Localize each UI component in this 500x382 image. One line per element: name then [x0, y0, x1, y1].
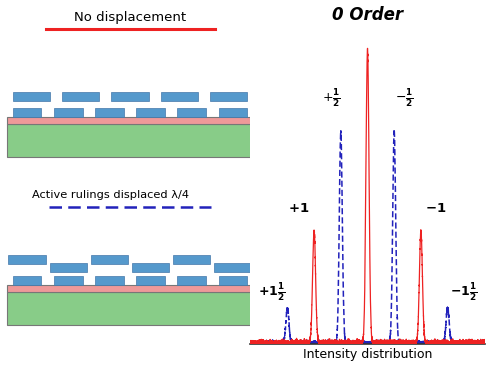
Bar: [210, 92, 248, 101]
Text: Active rulings displaced λ/4: Active rulings displaced λ/4: [32, 190, 189, 200]
Bar: [91, 255, 128, 264]
Text: $+\mathbf{\frac{1}{2}}$: $+\mathbf{\frac{1}{2}}$: [322, 87, 340, 109]
Bar: [6, 285, 254, 292]
Bar: [54, 108, 82, 117]
Bar: [6, 292, 254, 325]
Bar: [214, 263, 252, 272]
X-axis label: Intensity distribution: Intensity distribution: [303, 348, 432, 361]
Bar: [218, 108, 247, 117]
Text: $-\mathbf{\frac{1}{2}}$: $-\mathbf{\frac{1}{2}}$: [394, 87, 413, 109]
Bar: [6, 117, 254, 124]
Bar: [62, 92, 99, 101]
Bar: [132, 263, 169, 272]
Bar: [54, 276, 82, 285]
Bar: [136, 276, 165, 285]
Bar: [95, 276, 124, 285]
Text: $\mathbf{+1}$: $\mathbf{+1}$: [288, 202, 310, 215]
Bar: [8, 255, 46, 264]
Text: $\mathbf{+1\frac{1}{2}}$: $\mathbf{+1\frac{1}{2}}$: [258, 281, 285, 303]
Bar: [12, 92, 50, 101]
Bar: [218, 276, 247, 285]
Bar: [173, 255, 210, 264]
Bar: [178, 108, 206, 117]
Title: 0 Order: 0 Order: [332, 6, 403, 24]
Text: $\mathbf{-1}$: $\mathbf{-1}$: [425, 202, 446, 215]
Bar: [6, 124, 254, 157]
Bar: [161, 92, 198, 101]
Text: $\mathbf{-1\frac{1}{2}}$: $\mathbf{-1\frac{1}{2}}$: [450, 281, 477, 303]
Bar: [13, 108, 42, 117]
Bar: [178, 276, 206, 285]
Bar: [112, 92, 148, 101]
Bar: [50, 263, 87, 272]
Bar: [136, 108, 165, 117]
Text: No displacement: No displacement: [74, 11, 186, 24]
Bar: [95, 108, 124, 117]
Bar: [13, 276, 42, 285]
